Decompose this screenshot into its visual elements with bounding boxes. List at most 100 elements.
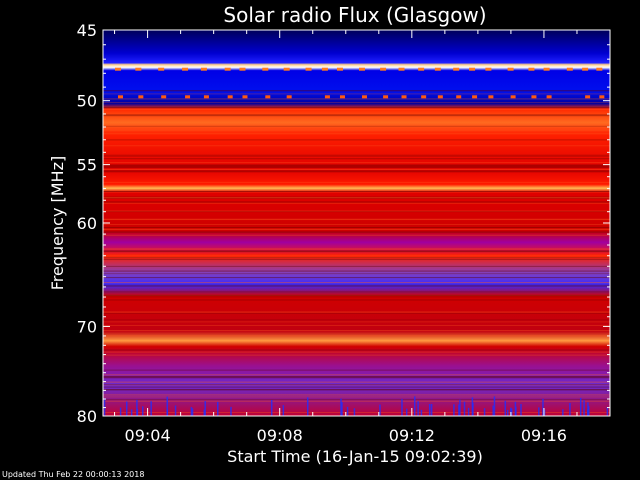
noise-streak (103, 171, 610, 173)
interference-blip (380, 67, 387, 71)
interference-blip (339, 95, 345, 99)
noise-spike (492, 405, 494, 416)
interference-blip (596, 67, 603, 71)
noise-streak (103, 376, 610, 378)
interference-blip (418, 67, 425, 71)
noise-spike (282, 405, 285, 416)
noise-streak (103, 389, 610, 391)
x-axis-label: Start Time (16-Jan-15 09:02:39) (227, 447, 483, 466)
interference-blip (203, 95, 209, 99)
noise-streak (103, 158, 610, 160)
y-tick-label: 45 (77, 21, 97, 40)
interference-blip (185, 95, 191, 99)
noise-streak (103, 162, 610, 164)
noise-streak (103, 154, 610, 156)
noise-spike (346, 406, 349, 416)
x-tick-label: 09:04 (125, 426, 171, 445)
noise-streak (103, 282, 610, 284)
noise-streak (103, 386, 610, 388)
texture-layer (103, 67, 610, 416)
noise-spike (458, 404, 460, 416)
noise-streak (103, 197, 610, 199)
noise-spike (515, 406, 517, 416)
noise-streak (103, 166, 610, 168)
noise-streak (103, 93, 610, 95)
noise-spike (270, 399, 273, 416)
noise-streak (103, 374, 610, 376)
interference-blip (118, 95, 123, 99)
noise-spike (341, 402, 343, 416)
noise-spike (166, 396, 168, 416)
noise-spike (467, 407, 470, 416)
noise-streak (103, 291, 610, 293)
noise-streak (103, 98, 610, 100)
updated-timestamp: Updated Thu Feb 22 00:00:13 2018 (2, 470, 145, 479)
x-tick-label: 09:08 (257, 426, 303, 445)
noise-streak (103, 254, 610, 256)
interference-blip (242, 95, 248, 99)
noise-streak (103, 181, 610, 183)
noise-streak (103, 155, 610, 157)
interference-blip (434, 67, 441, 71)
noise-spike (542, 398, 544, 416)
noise-spike (405, 408, 408, 416)
noise-streak (103, 133, 610, 135)
noise-streak (103, 139, 610, 141)
noise-spike (493, 396, 496, 416)
noise-streak (103, 90, 610, 92)
noise-spike (136, 408, 139, 416)
x-axis: 09:04 09:08 09:12 09:16 (114, 30, 611, 445)
noise-streak (103, 196, 610, 198)
noise-streak (103, 384, 610, 386)
interference-blip (469, 67, 476, 71)
noise-spike (569, 402, 571, 416)
noise-streak (103, 228, 610, 230)
noise-streak (103, 411, 610, 413)
noise-streak (103, 190, 610, 192)
interference-blip (398, 67, 405, 71)
noise-spike (538, 407, 540, 416)
interference-blip (182, 67, 189, 71)
noise-streak (103, 114, 610, 116)
noise-streak (103, 351, 610, 353)
interference-blip (488, 95, 494, 99)
noise-spike (509, 407, 512, 416)
noise-spike (453, 404, 455, 416)
interference-blip (324, 95, 330, 99)
interference-blip (158, 67, 165, 71)
interference-blip (262, 67, 269, 71)
noise-streak (103, 270, 610, 272)
interference-blip (283, 67, 290, 71)
noise-streak (103, 191, 610, 193)
noise-spike (217, 401, 219, 416)
interference-blip (358, 67, 365, 71)
interference-blip (472, 95, 478, 99)
noise-streak (103, 349, 610, 351)
interference-blip (528, 67, 535, 71)
interference-blip (507, 67, 514, 71)
noise-streak (103, 321, 610, 323)
noise-streak (103, 106, 610, 108)
interference-blip (200, 67, 207, 71)
interference-blip (227, 95, 233, 99)
noise-spike (353, 408, 356, 416)
noise-streak (103, 197, 610, 199)
interference-blip (265, 95, 271, 99)
y-tick-label: 70 (77, 317, 97, 336)
noise-streak (103, 257, 610, 259)
noise-streak (103, 231, 610, 233)
noise-spike (126, 401, 128, 416)
noise-spike (459, 399, 461, 416)
noise-streak (103, 376, 610, 378)
noise-streak (103, 294, 610, 296)
noise-streak (103, 335, 610, 337)
noise-spike (413, 396, 416, 416)
noise-streak (103, 218, 610, 220)
noise-spike (142, 406, 144, 416)
noise-spike (174, 405, 177, 416)
noise-spike (428, 404, 431, 416)
noise-spike (606, 407, 609, 416)
noise-streak (103, 384, 610, 386)
noise-spike (587, 402, 589, 416)
interference-blip (115, 67, 121, 71)
